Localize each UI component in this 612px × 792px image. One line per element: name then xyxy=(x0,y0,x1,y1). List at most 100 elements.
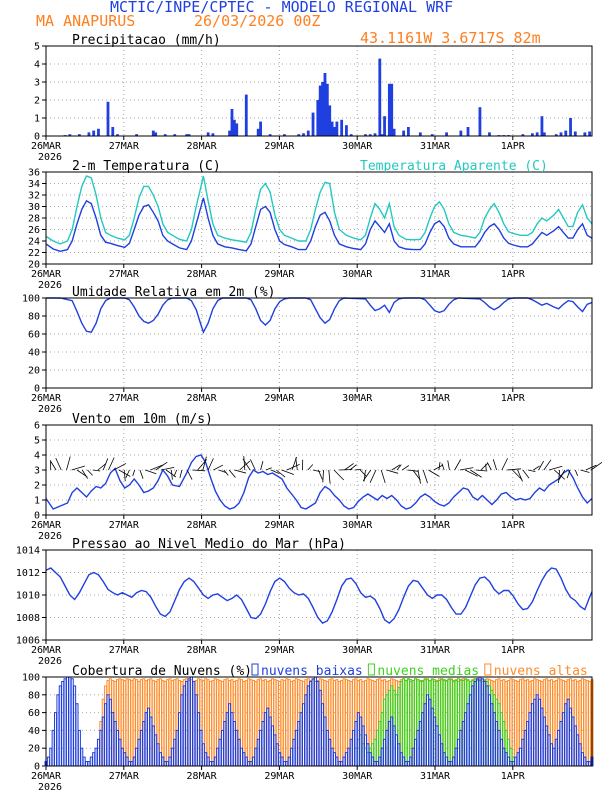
ytick-label: 6 xyxy=(34,421,40,432)
xtick-label: 26MAR xyxy=(31,141,62,152)
bar xyxy=(299,712,303,767)
wind-arrow xyxy=(66,456,71,471)
bar xyxy=(127,679,131,767)
bar xyxy=(73,685,77,767)
series-line-pressao xyxy=(45,567,593,624)
bar xyxy=(347,747,351,767)
xtick-label: 26MAR xyxy=(31,269,62,280)
wind-arrow xyxy=(108,457,115,471)
ytick-label: 20 xyxy=(28,744,40,755)
bar xyxy=(504,752,508,767)
bar xyxy=(254,747,258,767)
bar xyxy=(154,132,158,136)
bar xyxy=(392,128,396,136)
bar xyxy=(120,747,124,767)
bar xyxy=(237,738,241,767)
bar xyxy=(306,130,310,136)
bar xyxy=(54,712,58,767)
bar xyxy=(418,721,422,767)
wind-arrow xyxy=(145,469,157,475)
wind-arrow xyxy=(260,461,264,471)
wind-arrow xyxy=(386,469,399,474)
bar xyxy=(335,756,339,767)
bar xyxy=(547,734,551,767)
bar xyxy=(235,729,239,767)
bar xyxy=(175,729,179,767)
bar xyxy=(333,127,336,136)
ytick-label: 2 xyxy=(34,481,40,492)
bar xyxy=(185,680,189,767)
bar xyxy=(197,712,201,767)
ytick-label: 5 xyxy=(34,42,40,53)
legend-swatch xyxy=(251,663,259,676)
bar xyxy=(275,743,279,767)
ytick-label: 1008 xyxy=(16,613,40,624)
bar xyxy=(147,707,151,767)
bar xyxy=(359,716,363,767)
bar xyxy=(209,761,213,767)
bar xyxy=(416,729,420,767)
bar xyxy=(511,761,515,767)
bar xyxy=(127,761,131,767)
year-label: 2026 xyxy=(38,152,62,163)
wind-arrow xyxy=(380,469,386,484)
wind-arrow xyxy=(470,469,482,478)
bar xyxy=(56,694,60,767)
bar xyxy=(287,679,291,767)
bar xyxy=(97,128,100,136)
wind-arrow xyxy=(558,469,566,480)
wind-arrow xyxy=(391,464,401,471)
wind-arrow xyxy=(522,469,530,479)
xtick-label: 29MAR xyxy=(264,393,295,404)
bar xyxy=(528,712,532,767)
xtick-label: 1APR xyxy=(501,141,526,152)
bar xyxy=(194,694,198,767)
bar xyxy=(328,105,332,136)
bar xyxy=(75,703,79,767)
bar xyxy=(330,747,334,767)
bar xyxy=(309,680,313,767)
bar xyxy=(471,685,475,767)
ytick-label: 1 xyxy=(34,496,40,507)
xtick-label: 31MAR xyxy=(420,269,451,280)
bar xyxy=(173,134,177,136)
bar xyxy=(328,738,332,767)
bar xyxy=(321,82,324,136)
bar xyxy=(368,134,372,136)
bar xyxy=(352,729,356,767)
bar xyxy=(106,694,110,767)
wind-arrow xyxy=(538,460,544,471)
bar xyxy=(392,725,396,767)
bar xyxy=(409,756,413,767)
ytick-label: 60 xyxy=(28,330,40,341)
bar xyxy=(573,725,577,767)
bar xyxy=(452,756,456,767)
bar xyxy=(223,721,227,767)
wind-arrow xyxy=(92,469,101,472)
legend-swatch xyxy=(367,663,375,676)
xtick-label: 30MAR xyxy=(342,269,373,280)
bar xyxy=(366,743,370,767)
series-nuvens-baixas xyxy=(44,676,594,767)
bar xyxy=(316,100,320,136)
bar xyxy=(228,703,232,767)
xtick-label: 30MAR xyxy=(342,393,373,404)
bar xyxy=(349,134,353,136)
wind-arrow xyxy=(179,469,183,478)
bar xyxy=(111,712,115,767)
bar xyxy=(211,680,215,767)
ytick-label: 22 xyxy=(28,248,40,259)
bar xyxy=(201,743,205,767)
wind-arrow xyxy=(349,464,357,471)
bar xyxy=(340,680,344,767)
bar xyxy=(306,685,310,767)
bar xyxy=(569,118,572,136)
bar xyxy=(576,734,580,767)
ytick-label: 80 xyxy=(28,312,40,323)
bar xyxy=(399,752,403,767)
xtick-label: 31MAR xyxy=(420,520,451,531)
bar xyxy=(259,121,262,136)
bar xyxy=(206,756,210,767)
wind-arrow xyxy=(354,468,362,471)
wind-arrow xyxy=(475,469,488,472)
